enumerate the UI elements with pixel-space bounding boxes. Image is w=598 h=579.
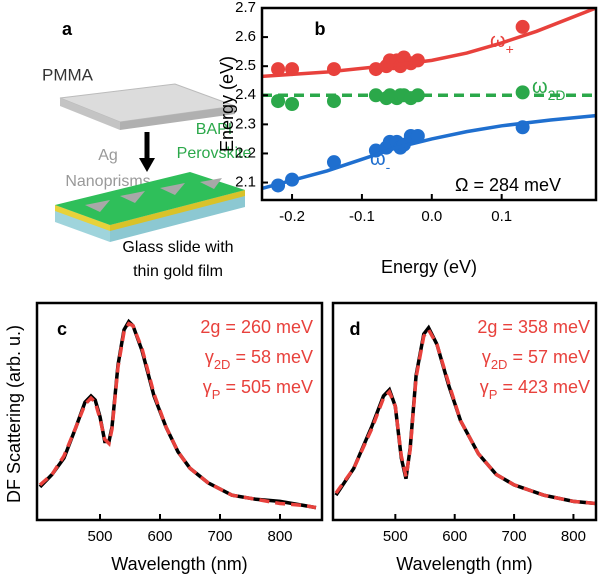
annotation-text: = 423 meV bbox=[497, 377, 590, 397]
point bbox=[326, 94, 341, 109]
x-tick-label: 800 bbox=[561, 528, 586, 545]
panel-b: -0.2 -0.1 0.0 0.1 2.1 2.2 2.3 2.4 2.5 2.6 2.7 b Ener… bbox=[217, 0, 598, 277]
x-tick-label: 0.0 bbox=[421, 208, 442, 225]
annotation: γ2D = 58 meV bbox=[205, 347, 313, 372]
point bbox=[515, 85, 530, 100]
panel-d: 500 600 700 800 d Wavelength (nm) 2g = 358 meV… bbox=[331, 301, 598, 574]
annotation-text: = 58 meV bbox=[230, 347, 313, 367]
glass-label: Glass slide with bbox=[122, 239, 233, 256]
panel-label: c bbox=[57, 319, 67, 339]
y-axis-label: DF Scattering (arb. u.) bbox=[4, 325, 24, 503]
subscript: 2D bbox=[548, 87, 566, 103]
annotation: 2g = 260 meV bbox=[200, 317, 313, 337]
pmma-side bbox=[60, 98, 120, 130]
annotation-text: 2g = 260 meV bbox=[200, 317, 313, 337]
y-tick-label: 2.3 bbox=[235, 115, 256, 132]
x-tick-label: 700 bbox=[502, 528, 527, 545]
panel-c: 500 600 700 800 c Wavelength (nm) DF Scatterin… bbox=[4, 301, 324, 574]
x-axis-label: Energy (eV) bbox=[381, 257, 477, 277]
fit-line bbox=[334, 326, 596, 506]
glass-label: thin gold film bbox=[133, 263, 223, 280]
panel-label: b bbox=[315, 19, 326, 39]
x-axis-label: Wavelength (nm) bbox=[111, 554, 247, 574]
point bbox=[285, 97, 300, 111]
symbol: ω bbox=[532, 76, 548, 98]
y-tick-label: 2.7 bbox=[235, 0, 256, 16]
nanoprism bbox=[160, 183, 185, 195]
x-tick-label: -0.2 bbox=[279, 208, 305, 225]
point bbox=[271, 62, 286, 77]
x-tick-label: 700 bbox=[207, 528, 232, 545]
pmma-label: PMMA bbox=[42, 65, 94, 84]
x-axis-label: Wavelength (nm) bbox=[396, 554, 532, 574]
nanoprism bbox=[200, 178, 222, 189]
bapi-label: Perovskite bbox=[177, 145, 252, 162]
perovskite-top bbox=[55, 172, 245, 225]
x-tick-label: 600 bbox=[147, 528, 172, 545]
annotation: ω2D bbox=[532, 76, 566, 102]
plot-frame bbox=[260, 6, 598, 202]
subscript: 2D bbox=[214, 357, 231, 372]
x-tick-label: 0.1 bbox=[491, 208, 512, 225]
nanoprism bbox=[120, 191, 145, 203]
symbol: ω bbox=[370, 148, 386, 170]
pmma-side bbox=[120, 106, 235, 130]
annotation: γ2D = 57 meV bbox=[482, 347, 590, 372]
panel-label: d bbox=[350, 319, 361, 339]
subscript: - bbox=[386, 159, 391, 175]
panel-a: a PMMA Ag Nanoprisms BAPI Perovskite Gla… bbox=[42, 19, 251, 280]
annotation-text: = 57 meV bbox=[507, 347, 590, 367]
y-tick-label: 2.4 bbox=[235, 86, 256, 103]
plot-area bbox=[334, 324, 596, 506]
plot-frame bbox=[35, 301, 324, 522]
x-tick-label: 600 bbox=[442, 528, 467, 545]
annotation-text: = 505 meV bbox=[220, 377, 313, 397]
annotation: ω- bbox=[370, 148, 391, 174]
annotation: 2g = 358 meV bbox=[477, 317, 590, 337]
point bbox=[271, 94, 286, 109]
x-tick-label: 500 bbox=[87, 528, 112, 545]
y-tick-label: 2.6 bbox=[235, 28, 256, 45]
point bbox=[410, 88, 425, 103]
bapi-label: BAPI bbox=[196, 121, 232, 138]
plot-area bbox=[262, 8, 596, 193]
plot-frame bbox=[331, 301, 598, 522]
fit-line bbox=[262, 8, 596, 79]
symbol: γ bbox=[203, 377, 212, 397]
annotation-text: 2g = 358 meV bbox=[477, 317, 590, 337]
plot-area bbox=[38, 318, 317, 510]
annotation: γP = 423 meV bbox=[480, 377, 590, 402]
fit-line bbox=[262, 113, 596, 191]
gold-layer bbox=[55, 205, 110, 231]
point bbox=[410, 129, 425, 143]
symbol: γ bbox=[205, 347, 214, 367]
subscript: 2D bbox=[491, 357, 508, 372]
panel-label: a bbox=[62, 19, 73, 39]
y-tick-label: 2.2 bbox=[235, 144, 256, 161]
y-axis-label: Energy (eV) bbox=[217, 56, 237, 152]
x-tick-label: 800 bbox=[267, 528, 292, 545]
subscript: + bbox=[506, 41, 514, 57]
ag-label: Nanoprisms bbox=[65, 173, 150, 190]
subscript: P bbox=[489, 387, 498, 402]
symbol: γ bbox=[482, 347, 491, 367]
gold-layer bbox=[110, 190, 245, 231]
point bbox=[515, 19, 530, 34]
arrow-head bbox=[139, 158, 155, 172]
symbol: ω bbox=[490, 30, 506, 52]
annotation: ω+ bbox=[490, 30, 514, 56]
y-tick-label: 2.5 bbox=[235, 57, 256, 74]
symbol: γ bbox=[480, 377, 489, 397]
annotation: γP = 505 meV bbox=[203, 377, 313, 402]
y-tick-label: 2.1 bbox=[235, 174, 256, 191]
annotation: Ω = 284 meV bbox=[455, 175, 561, 195]
ag-label: Ag bbox=[98, 147, 118, 164]
x-tick-label: -0.1 bbox=[349, 208, 375, 225]
nanoprism bbox=[85, 200, 110, 212]
x-tick-label: 500 bbox=[383, 528, 408, 545]
subscript: P bbox=[212, 387, 221, 402]
